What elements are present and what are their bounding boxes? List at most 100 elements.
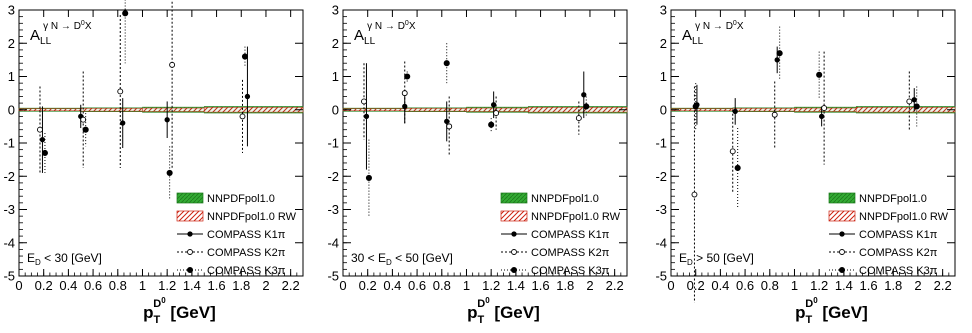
x-tick-label: 1.2 <box>810 278 828 293</box>
x-tick-label: 0 <box>339 278 346 293</box>
data-point <box>575 115 582 122</box>
data-point <box>41 149 48 157</box>
data-point <box>691 191 698 198</box>
y-tick-label: 1 <box>660 69 667 84</box>
x-tick-label: 0.6 <box>736 278 754 293</box>
x-tick-label: 1.4 <box>507 278 525 293</box>
legend-label: COMPASS K1π <box>207 229 286 241</box>
y-tick-label: 2 <box>660 36 667 51</box>
band-segment-nnpdf-rw <box>342 108 405 111</box>
legend-label: NNPDFpol1.0 RW <box>531 211 621 223</box>
data-point <box>729 148 736 155</box>
x-tick-label: 0.6 <box>408 278 426 293</box>
x-tick-label: 1 <box>463 278 470 293</box>
legend-marker <box>511 231 517 237</box>
legend-entry: COMPASS K3π <box>177 265 286 277</box>
legend-marker <box>839 249 845 255</box>
x-tick-label: 2 <box>586 278 593 293</box>
x-axis-title: pTD0 [GeV] <box>143 296 216 326</box>
x-tick-label: 0.4 <box>711 278 729 293</box>
data-point <box>493 110 500 117</box>
x-axis-title: pTD0 [GeV] <box>795 296 868 326</box>
x-tick-label: 1.8 <box>556 278 574 293</box>
band-segment-nnpdf-rw <box>527 107 628 113</box>
data-point <box>120 120 126 126</box>
data-point <box>488 121 495 128</box>
data-point <box>776 50 783 57</box>
x-tick-label: 1.8 <box>232 278 250 293</box>
x-tick-label: 0 <box>667 278 674 293</box>
legend-entry: COMPASS K2π <box>501 247 610 259</box>
legend-marker <box>186 266 194 274</box>
x-axis-title: pTD0 [GeV] <box>467 296 540 326</box>
data-point <box>732 108 738 115</box>
legend-swatch-nnpdf <box>828 192 856 204</box>
legend-marker <box>187 249 193 255</box>
y-tick-label: -2 <box>327 169 339 184</box>
legend-label: NNPDFpol1.0 <box>531 193 599 205</box>
data-point <box>241 53 249 60</box>
legend-label: COMPASS K2π <box>859 247 938 259</box>
legend-swatch-nnpdf-rw <box>176 210 204 222</box>
legend-label: NNPDFpol1.0 RW <box>207 211 297 223</box>
legend-entry: COMPASS K1π <box>177 229 286 241</box>
x-tick-label: 1.6 <box>532 278 550 293</box>
legend-entry: NNPDFpol1.0 RW <box>500 210 621 223</box>
x-tick-label: 0.8 <box>433 278 451 293</box>
chart-panel-3: 0 0.2 0.4 0.6 0.8 1 1.2 1.4 1.6 1.8 2 2.2 -5 -4 -3 -2 -1… <box>655 3 956 326</box>
y-tick-label: 3 <box>660 3 667 18</box>
x-tick-label: 2.2 <box>606 278 624 293</box>
y-tick-label: 1 <box>8 69 15 84</box>
band-segment-nnpdf-rw <box>18 108 81 111</box>
x-tick-label: 2 <box>914 278 921 293</box>
y-tick-label: 1 <box>332 69 339 84</box>
selection-label: ED < 30 [GeV] <box>27 251 102 267</box>
legend-label: COMPASS K2π <box>207 247 286 259</box>
legend-entry: COMPASS K2π <box>829 247 938 259</box>
data-point <box>816 71 823 78</box>
x-tick-label: 0.4 <box>383 278 401 293</box>
selection-label: 30 < ED < 50 [GeV] <box>351 251 453 267</box>
x-tick-label: 0.8 <box>109 278 127 293</box>
y-tick-label: 3 <box>332 3 339 18</box>
data-point <box>913 103 920 110</box>
observable-label: ALLγ N → D0X <box>682 20 744 47</box>
legend-label: NNPDFpol1.0 <box>207 193 275 205</box>
legend-marker <box>187 231 193 237</box>
data-point <box>166 169 173 176</box>
chart-panel-2: 0 0.2 0.4 0.6 0.8 1 1.2 1.4 1.6 1.8 2 2.2 -5 -4 -3 -2 -1… <box>327 3 628 326</box>
observable-label: ALLγ N → D0X <box>30 20 92 47</box>
x-tick-label: 0.2 <box>35 278 53 293</box>
data-point <box>82 126 89 133</box>
observable-label: ALLγ N → D0X <box>354 20 416 47</box>
y-tick-label: -1 <box>655 136 667 151</box>
data-point <box>39 137 46 143</box>
legend-marker <box>838 266 846 274</box>
legend-entry: COMPASS K3π <box>829 265 938 277</box>
data-point <box>818 113 825 120</box>
data-point <box>404 73 411 80</box>
data-point <box>122 10 129 17</box>
data-point <box>363 113 370 120</box>
data-point <box>821 105 828 112</box>
y-tick-label: 3 <box>8 3 15 18</box>
y-tick-label: 0 <box>8 102 15 117</box>
legend-label: COMPASS K3π <box>859 265 938 277</box>
x-tick-label: 1.4 <box>835 278 853 293</box>
y-tick-label: -1 <box>3 136 15 151</box>
legend-entry: NNPDFpol1.0 <box>500 192 599 205</box>
legend-entry: NNPDFpol1.0 RW <box>828 210 949 223</box>
legend-label: COMPASS K1π <box>531 229 610 241</box>
data-point <box>443 60 450 67</box>
legend-marker <box>511 249 517 255</box>
legend-entry: NNPDFpol1.0 <box>176 192 275 205</box>
legend-swatch-nnpdf <box>176 192 204 204</box>
legend-swatch-nnpdf-rw <box>500 210 528 222</box>
x-tick-label: 0.2 <box>687 278 705 293</box>
x-tick-label: 1.4 <box>183 278 201 293</box>
y-tick-label: -3 <box>3 202 15 217</box>
x-tick-label: 2 <box>262 278 269 293</box>
legend-label: NNPDFpol1.0 RW <box>859 211 949 223</box>
y-tick-label: -1 <box>327 136 339 151</box>
